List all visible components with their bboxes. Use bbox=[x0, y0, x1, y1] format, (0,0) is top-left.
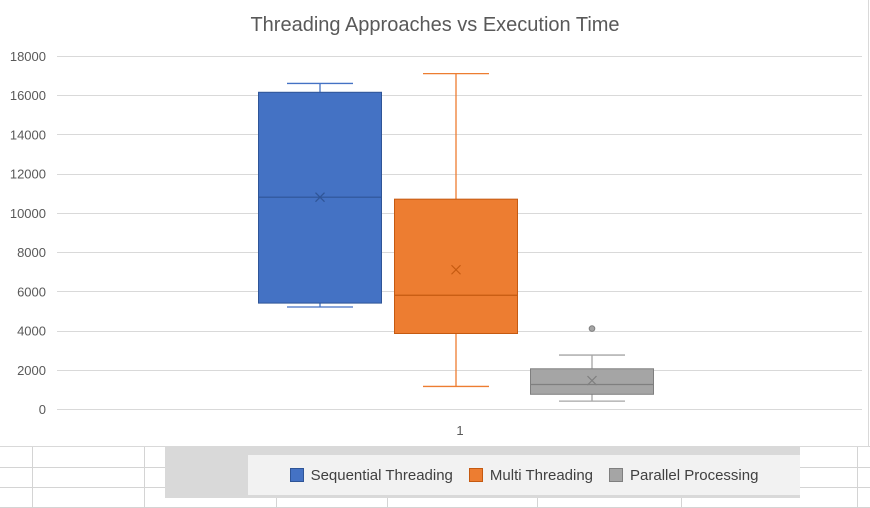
legend-item[interactable]: Sequential Threading bbox=[289, 466, 453, 484]
legend-item[interactable]: Parallel Processing bbox=[609, 467, 758, 484]
legend-swatch bbox=[468, 468, 483, 482]
y-tick-label: 12000 bbox=[10, 167, 46, 182]
x-tick-label: 1 bbox=[456, 423, 463, 438]
y-tick-label: 8000 bbox=[17, 245, 46, 260]
y-tick-label: 2000 bbox=[17, 363, 46, 378]
y-tick-label: 18000 bbox=[10, 49, 46, 64]
legend-label: Multi Threading bbox=[489, 466, 594, 484]
legend[interactable]: Sequential Threading Multi Threading Paral… bbox=[248, 455, 800, 495]
y-tick-label: 16000 bbox=[10, 88, 46, 103]
legend-swatch bbox=[609, 468, 624, 482]
mean-marker bbox=[451, 264, 461, 275]
y-tick-label: 14000 bbox=[10, 127, 46, 142]
y-tick-label: 6000 bbox=[17, 284, 46, 299]
legend-label: Parallel Processing bbox=[630, 466, 759, 484]
outlier-point bbox=[588, 325, 596, 332]
box-2 bbox=[530, 368, 654, 395]
mean-marker bbox=[315, 192, 325, 203]
legend-item[interactable]: Multi Threading bbox=[468, 466, 594, 484]
legend-label: Sequential Threading bbox=[310, 466, 453, 484]
y-tick-label: 0 bbox=[39, 402, 46, 417]
mean-marker bbox=[587, 375, 597, 386]
y-tick-label: 4000 bbox=[17, 324, 46, 339]
y-tick-label: 10000 bbox=[10, 206, 46, 221]
legend-swatch bbox=[289, 468, 304, 482]
box-1 bbox=[394, 198, 518, 334]
chart-title: Threading Approaches vs Execution Time bbox=[250, 14, 620, 36]
chart-area[interactable]: 0 2000 4000 6000 8000 10000 12000 14000 16000 180… bbox=[0, 0, 869, 447]
plot-area: 0 2000 4000 6000 8000 10000 12000 14000 16000 180… bbox=[10, 49, 862, 438]
